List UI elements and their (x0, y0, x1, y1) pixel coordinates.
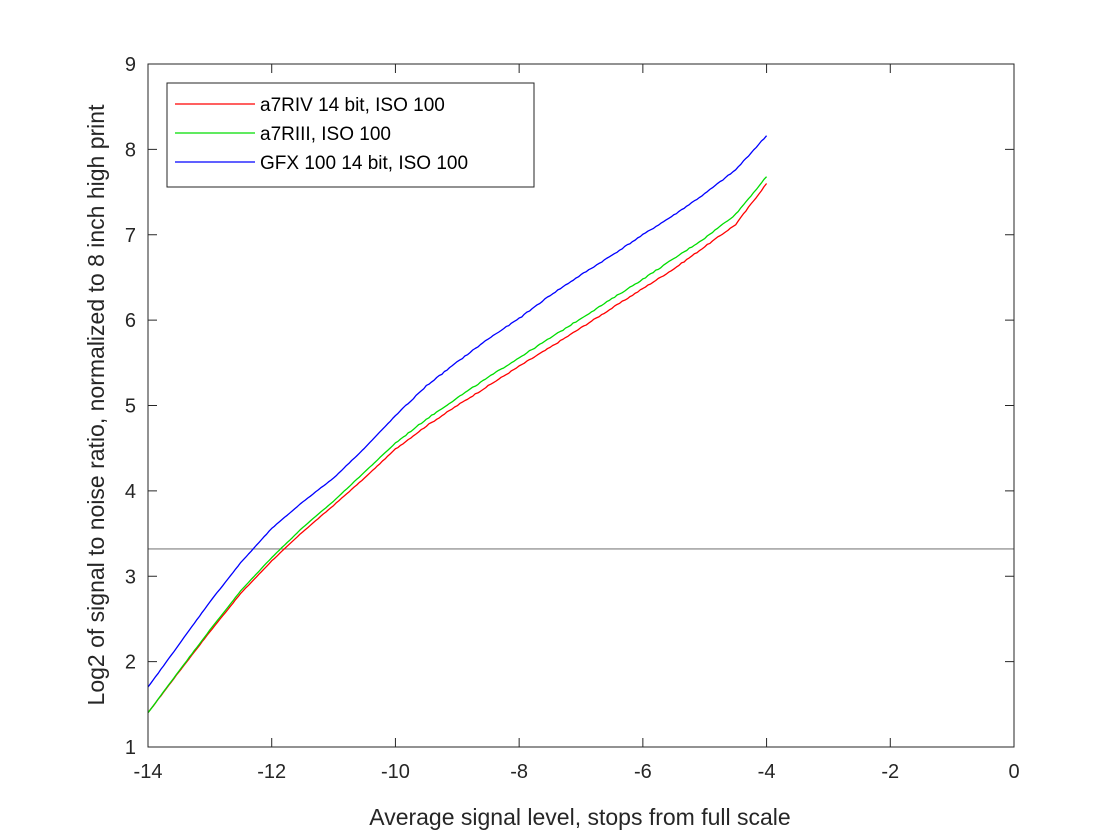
y-tick-label: 2 (125, 652, 136, 674)
legend-box (166, 82, 535, 188)
axes-ticks: -14 -12 -10 -8 -6 -4 -2 0 1 2 3 4 5 6 7 8 9 (125, 54, 1020, 783)
y-tick-label: 7 (125, 225, 136, 247)
x-tick-label: -8 (510, 761, 528, 783)
y-tick-label: 4 (125, 481, 136, 503)
y-axis-title: Log2 of signal to noise ratio, normalize… (83, 104, 109, 706)
x-tick-label: -4 (758, 761, 776, 783)
legend-label-2: a7RIII, ISO 100 (260, 124, 391, 145)
legend-label-3: GFX 100 14 bit, ISO 100 (260, 153, 468, 174)
series-line-1 (147, 183, 768, 714)
y-tick-label: 6 (125, 310, 136, 332)
legend-label-1: a7RIV 14 bit, ISO 100 (260, 95, 445, 116)
x-axis-title: Average signal level, stops from full sc… (369, 804, 790, 830)
y-tick-label: 3 (125, 566, 136, 588)
x-tick-label: -6 (634, 761, 652, 783)
plot-area (147, 135, 1014, 714)
series-line-3 (147, 135, 768, 688)
x-tick-label: -10 (381, 761, 410, 783)
y-tick-label: 1 (125, 737, 136, 759)
y-tick-label: 8 (125, 139, 136, 161)
legend: a7RIV 14 bit, ISO 100 a7RIII, ISO 100 GFX … (166, 82, 535, 188)
y-tick-label: 5 (125, 396, 136, 418)
y-tick-label: 9 (125, 54, 136, 76)
x-tick-label: -14 (134, 761, 163, 783)
x-tick-label: -12 (257, 761, 286, 783)
series-line-2 (147, 176, 768, 714)
x-tick-label: -2 (881, 761, 899, 783)
x-tick-label: 0 (1008, 761, 1019, 783)
